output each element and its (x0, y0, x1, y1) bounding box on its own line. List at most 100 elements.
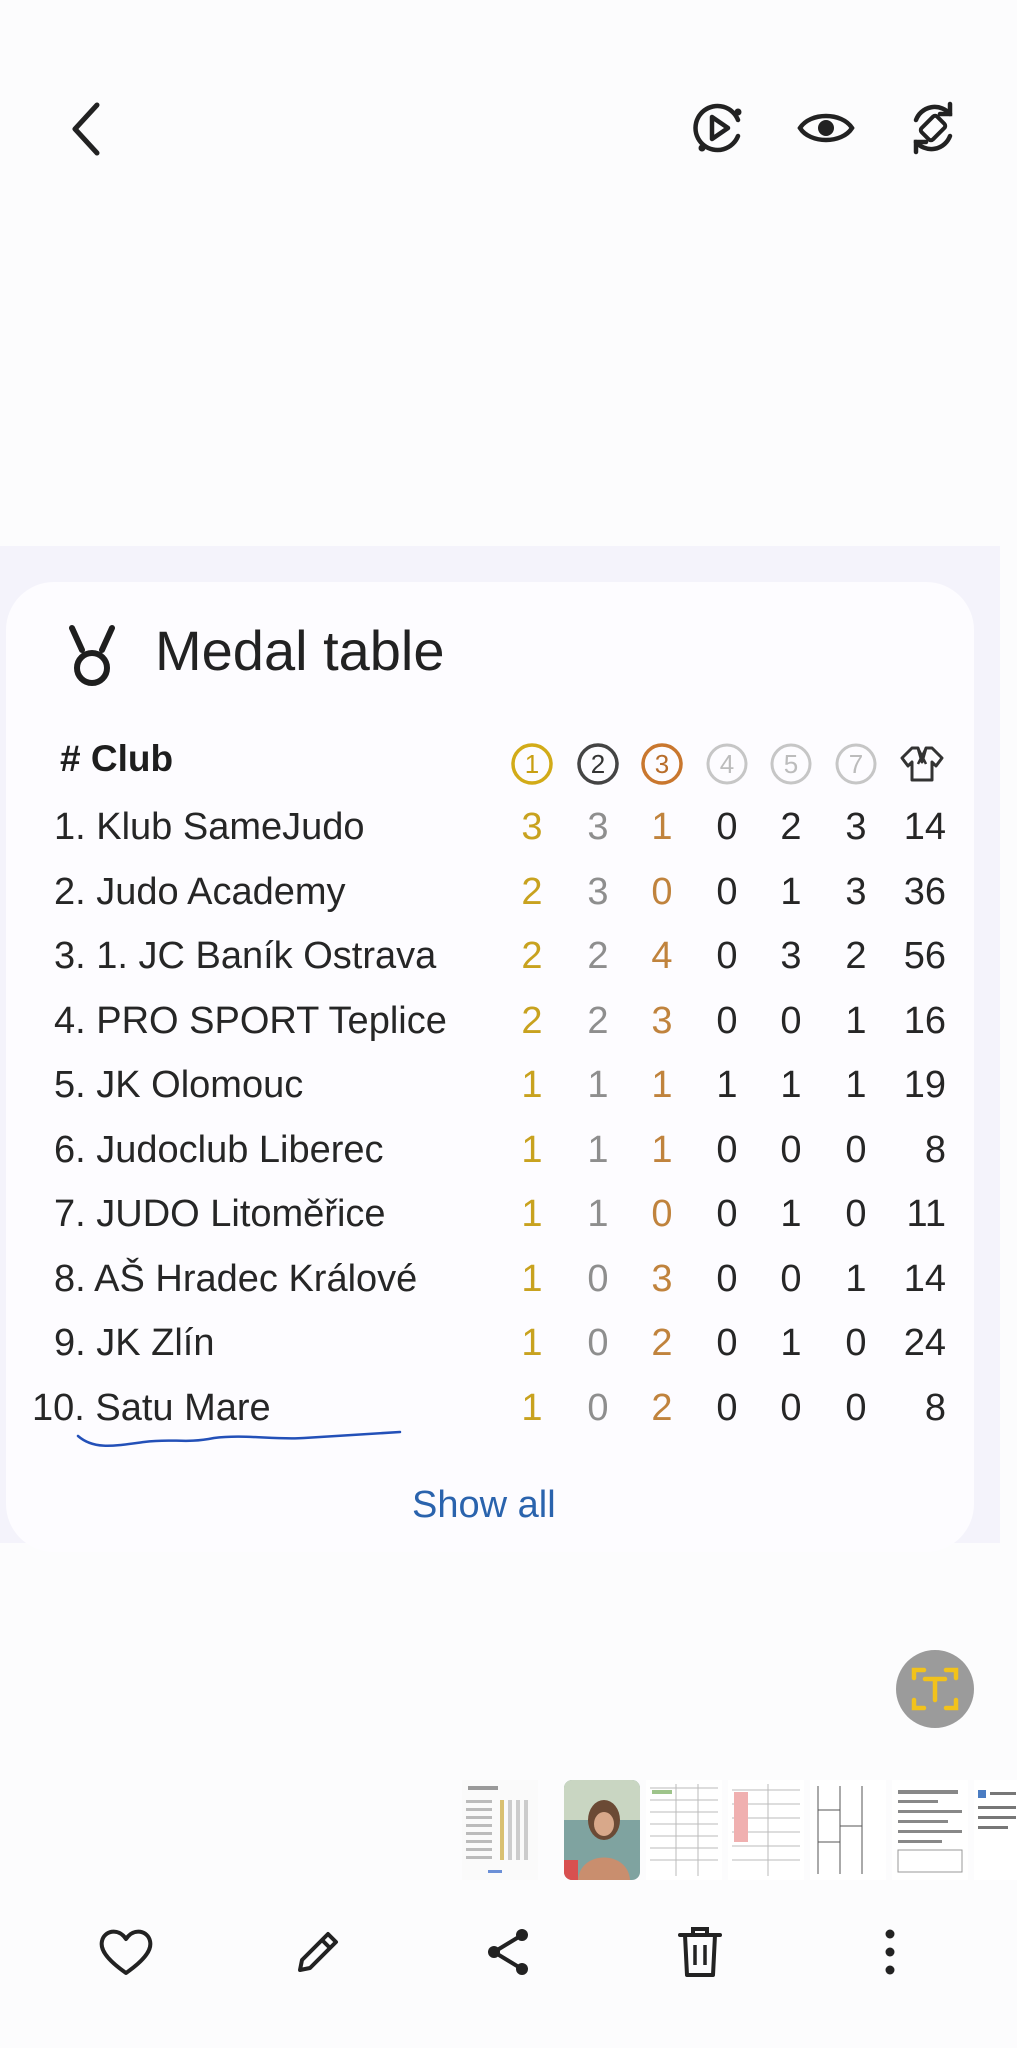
cell-bronze: 0 (651, 1193, 673, 1235)
rotate-button[interactable] (906, 100, 960, 156)
cell-silver: 0 (587, 1322, 609, 1364)
cell-place-4: 0 (716, 935, 738, 977)
thumbnail-document-3[interactable] (810, 1780, 886, 1880)
cell-total: 8 (924, 1129, 946, 1171)
cell-place-7: 3 (845, 806, 867, 848)
cell-bronze: 1 (651, 1129, 673, 1171)
thumbnail-document-1[interactable] (646, 1780, 722, 1880)
text-extract-button[interactable] (896, 1650, 974, 1728)
thumbnail-document-4[interactable] (892, 1780, 968, 1880)
thumbnail-medal-table[interactable] (462, 1780, 538, 1880)
favorite-button[interactable] (94, 1920, 158, 1984)
share-button[interactable] (476, 1920, 540, 1984)
row-club: 7. JUDO Litoměřice (54, 1193, 386, 1235)
cell-place-4: 0 (716, 1000, 738, 1042)
thumbnail-image (564, 1780, 640, 1880)
col-label-4: 4 (720, 749, 734, 779)
cell-silver: 0 (587, 1387, 609, 1429)
row-club: 5. JK Olomouc (54, 1064, 304, 1106)
cell-silver: 2 (587, 1000, 609, 1042)
cell-place-7: 0 (845, 1387, 867, 1429)
medal-icon (69, 625, 115, 686)
row-club: 3. 1. JC Baník Ostrava (54, 935, 437, 977)
place-5-icon: 5 (770, 743, 812, 785)
cell-gold: 1 (521, 1322, 543, 1364)
view-button[interactable] (796, 102, 856, 154)
cell-bronze: 3 (651, 1258, 673, 1300)
cell-silver: 3 (587, 806, 609, 848)
handwritten-underline (76, 1430, 402, 1448)
cell-gold: 1 (521, 1258, 543, 1300)
cell-total: 8 (924, 1387, 946, 1429)
cell-total: 14 (903, 806, 946, 848)
cell-gold: 3 (521, 806, 543, 848)
rotate-icon (913, 101, 953, 155)
thumbnail-image (974, 1780, 1017, 1880)
cell-total: 14 (903, 1258, 946, 1300)
trash-icon (678, 1927, 722, 1977)
pencil-icon (298, 1932, 338, 1972)
row-club: 8. AŠ Hradec Králové (54, 1258, 418, 1300)
cell-place-7: 1 (845, 1000, 867, 1042)
heart-icon (99, 1929, 153, 1975)
bottom-action-bar (0, 1920, 1017, 2020)
motion-photo-button[interactable] (690, 100, 746, 156)
show-all-link[interactable]: Show all (412, 1484, 556, 1526)
back-button[interactable] (62, 96, 112, 162)
header-club: # Club (60, 738, 174, 779)
row-club: 6. Judoclub Liberec (54, 1129, 384, 1171)
motion-photo-icon (693, 103, 742, 153)
thumbnail-photo[interactable] (564, 1780, 640, 1880)
thumbnail-image (646, 1780, 722, 1880)
cell-silver: 2 (587, 935, 609, 977)
cell-place-4: 0 (716, 1258, 738, 1300)
edit-button[interactable] (286, 1920, 350, 1984)
cell-place-7: 1 (845, 1258, 867, 1300)
cell-total: 56 (903, 935, 946, 977)
thumbnail-image (462, 1780, 538, 1880)
more-vertical-icon (885, 1929, 895, 1975)
cell-total: 24 (903, 1322, 946, 1364)
cell-place-5: 0 (780, 1387, 802, 1429)
cell-gold: 1 (521, 1387, 543, 1429)
col-label-3: 3 (655, 749, 669, 779)
cell-bronze: 2 (651, 1322, 673, 1364)
medal-table-card (6, 582, 974, 1552)
cell-silver: 1 (587, 1193, 609, 1235)
gold-medal-icon: 1 (511, 743, 553, 785)
cell-bronze: 2 (651, 1387, 673, 1429)
cell-gold: 1 (521, 1129, 543, 1171)
thumbnail-document-2[interactable] (728, 1780, 804, 1880)
cell-place-4: 0 (716, 1322, 738, 1364)
cell-gold: 2 (521, 871, 543, 913)
cell-place-7: 3 (845, 871, 867, 913)
cell-place-5: 0 (780, 1129, 802, 1171)
cell-gold: 2 (521, 935, 543, 977)
cell-place-4: 0 (716, 806, 738, 848)
cell-place-5: 2 (780, 806, 802, 848)
thumbnail-document-5[interactable] (974, 1780, 1017, 1880)
col-label-2: 2 (591, 749, 605, 779)
cell-place-5: 0 (780, 1000, 802, 1042)
cell-place-5: 1 (780, 1322, 802, 1364)
cell-silver: 1 (587, 1129, 609, 1171)
row-club: 9. JK Zlín (54, 1322, 215, 1364)
cell-bronze: 1 (651, 806, 673, 848)
cell-silver: 3 (587, 871, 609, 913)
cell-silver: 0 (587, 1258, 609, 1300)
col-label-7: 7 (849, 749, 863, 779)
cell-place-7: 0 (845, 1322, 867, 1364)
cell-bronze: 0 (651, 871, 673, 913)
chevron-left-icon (72, 102, 100, 156)
cell-place-7: 0 (845, 1193, 867, 1235)
row-club: 4. PRO SPORT Teplice (54, 1000, 447, 1042)
silver-medal-icon: 2 (577, 743, 619, 785)
cell-bronze: 1 (651, 1064, 673, 1106)
place-4-icon: 4 (706, 743, 748, 785)
cell-place-4: 0 (716, 1387, 738, 1429)
more-options-button[interactable] (858, 1920, 922, 1984)
place-7-icon: 7 (835, 743, 877, 785)
delete-button[interactable] (668, 1920, 732, 1984)
col-label-1: 1 (525, 749, 539, 779)
cell-place-4: 0 (716, 1129, 738, 1171)
